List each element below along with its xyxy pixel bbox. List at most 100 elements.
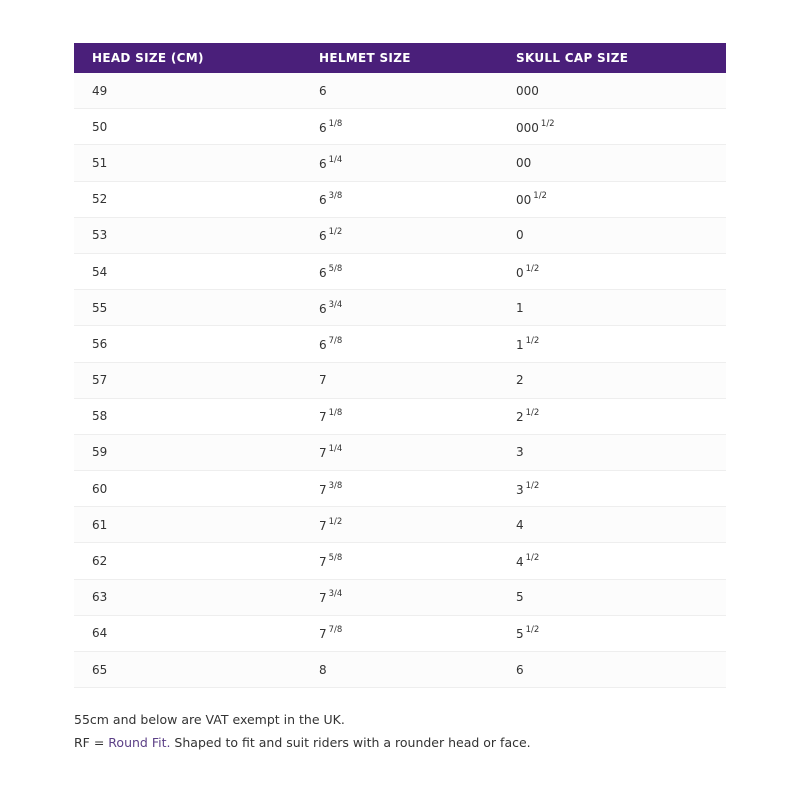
head-size-cell: 61 [74,506,301,544]
helmet-size-cell-value: 8 [319,662,327,677]
size-chart: HEAD SIZE (CM) HELMET SIZE SKULL CAP SIZ… [74,43,726,689]
head-size-cell-value: 57 [92,373,108,388]
head-size-cell: 64 [74,615,301,653]
head-size-cell: 56 [74,325,301,363]
head-size-cell-value: 65 [92,662,108,677]
table-row: 49 6 000 [74,73,726,110]
head-size-cell-value: 52 [92,192,108,207]
skull-cap-size-cell: 3 1/2 [498,470,726,508]
helmet-size-cell-value: 6 [319,337,327,352]
head-size-cell: 58 [74,398,301,435]
helmet-size-cell: 6 3/4 [301,289,498,327]
head-size-cell-value: 51 [92,155,108,170]
skull-cap-size-cell: 6 [498,651,726,689]
skull-cap-size-cell-fraction: 1/2 [525,625,540,636]
helmet-size-cell-value: 6 [319,156,327,171]
head-size-cell: 49 [74,73,301,110]
helmet-size-cell: 6 3/8 [301,181,498,218]
head-size-cell-value: 55 [92,300,108,315]
table-row: 62 7 5/8 4 1/2 [74,542,726,580]
head-size-cell-value: 60 [92,481,108,496]
head-size-cell: 54 [74,253,301,291]
head-size-cell: 51 [74,144,301,182]
skull-cap-size-cell-value: 000 [516,120,539,135]
helmet-size-cell: 7 1/2 [301,506,498,544]
head-size-cell-value: 53 [92,228,108,243]
helmet-size-cell-value: 7 [319,627,327,642]
helmet-size-cell-fraction: 1/4 [328,154,343,165]
skull-cap-size-cell-value: 1 [516,337,524,352]
skull-cap-size-cell-fraction: 1/2 [525,480,540,491]
skull-cap-size-cell-value: 000 [516,83,539,98]
header-head-size: HEAD SIZE (CM) [74,43,301,73]
helmet-size-cell: 7 [301,362,498,399]
head-size-cell-value: 50 [92,119,108,134]
skull-cap-size-cell: 00 1/2 [498,181,726,218]
helmet-size-cell-value: 7 [319,591,327,606]
head-size-cell: 65 [74,651,301,689]
helmet-size-cell: 7 7/8 [301,615,498,653]
skull-cap-size-cell-value: 4 [516,517,524,532]
skull-cap-size-cell-value: 1 [516,300,524,315]
table-row: 57 7 2 [74,362,726,399]
helmet-size-cell-fraction: 5/8 [328,553,343,564]
helmet-size-cell: 6 1/4 [301,144,498,182]
skull-cap-size-cell-value: 5 [516,627,524,642]
skull-cap-size-cell: 3 [498,434,726,472]
head-size-cell: 60 [74,470,301,508]
notes: 55cm and below are VAT exempt in the UK.… [74,708,531,754]
helmet-size-cell-value: 6 [319,301,327,316]
skull-cap-size-cell: 4 1/2 [498,542,726,580]
head-size-cell-value: 63 [92,590,108,605]
round-fit-link[interactable]: Round Fit. [108,735,171,750]
head-size-cell-value: 54 [92,264,108,279]
helmet-size-cell: 6 7/8 [301,325,498,363]
rf-suffix: Shaped to fit and suit riders with a rou… [170,735,531,750]
skull-cap-size-cell-fraction: 1/2 [525,553,540,564]
helmet-size-cell-fraction: 1/8 [328,408,343,419]
skull-cap-size-cell-value: 6 [516,662,524,677]
head-size-cell: 63 [74,579,301,616]
table-row: 50 6 1/8 000 1/2 [74,108,726,146]
helmet-size-cell-value: 6 [319,83,327,98]
table-row: 65 8 6 [74,651,726,689]
helmet-size-cell: 8 [301,651,498,689]
skull-cap-size-cell-fraction: 1/2 [525,263,540,274]
head-size-cell: 55 [74,289,301,327]
helmet-size-cell-value: 6 [319,193,327,208]
helmet-size-cell-value: 7 [319,518,327,533]
head-size-cell: 52 [74,181,301,218]
size-table: HEAD SIZE (CM) HELMET SIZE SKULL CAP SIZ… [74,43,726,689]
helmet-size-cell-fraction: 3/8 [328,191,343,202]
helmet-size-cell-value: 7 [319,410,327,425]
table-row: 64 7 7/8 5 1/2 [74,615,726,653]
skull-cap-size-cell-fraction: 1/2 [533,191,547,202]
helmet-size-cell-fraction: 7/8 [328,335,343,346]
skull-cap-size-cell-value: 2 [516,373,524,388]
header-skull-cap-size: SKULL CAP SIZE [498,43,726,73]
rf-note: RF = Round Fit. Shaped to fit and suit r… [74,731,531,754]
helmet-size-cell: 6 5/8 [301,253,498,291]
table-row: 53 6 1/2 0 [74,217,726,254]
helmet-size-cell: 7 1/4 [301,434,498,472]
table-row: 54 6 5/8 0 1/2 [74,253,726,291]
head-size-cell-value: 59 [92,445,108,460]
skull-cap-size-cell-value: 0 [516,228,524,243]
table-row: 55 6 3/4 1 [74,289,726,327]
table-header-row: HEAD SIZE (CM) HELMET SIZE SKULL CAP SIZ… [74,43,726,73]
helmet-size-cell: 7 1/8 [301,398,498,435]
head-size-cell-value: 49 [92,83,108,98]
header-helmet-size: HELMET SIZE [301,43,498,73]
skull-cap-size-cell: 1 [498,289,726,327]
helmet-size-cell-fraction: 3/8 [328,480,343,491]
rf-prefix: RF = [74,735,109,750]
skull-cap-size-cell-value: 00 [516,155,532,170]
helmet-size-cell-fraction: 3/4 [328,589,343,600]
skull-cap-size-cell: 0 1/2 [498,253,726,291]
table-row: 56 6 7/8 1 1/2 [74,325,726,363]
skull-cap-size-cell: 2 [498,362,726,399]
skull-cap-size-cell-fraction: 1/2 [525,335,540,346]
skull-cap-size-cell: 2 1/2 [498,398,726,435]
table-row: 60 7 3/8 3 1/2 [74,470,726,508]
skull-cap-size-cell: 000 1/2 [498,108,726,146]
